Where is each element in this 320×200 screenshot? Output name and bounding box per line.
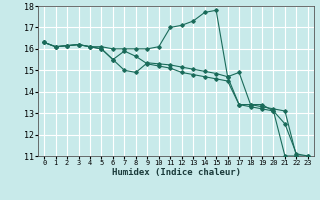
X-axis label: Humidex (Indice chaleur): Humidex (Indice chaleur) xyxy=(111,168,241,177)
